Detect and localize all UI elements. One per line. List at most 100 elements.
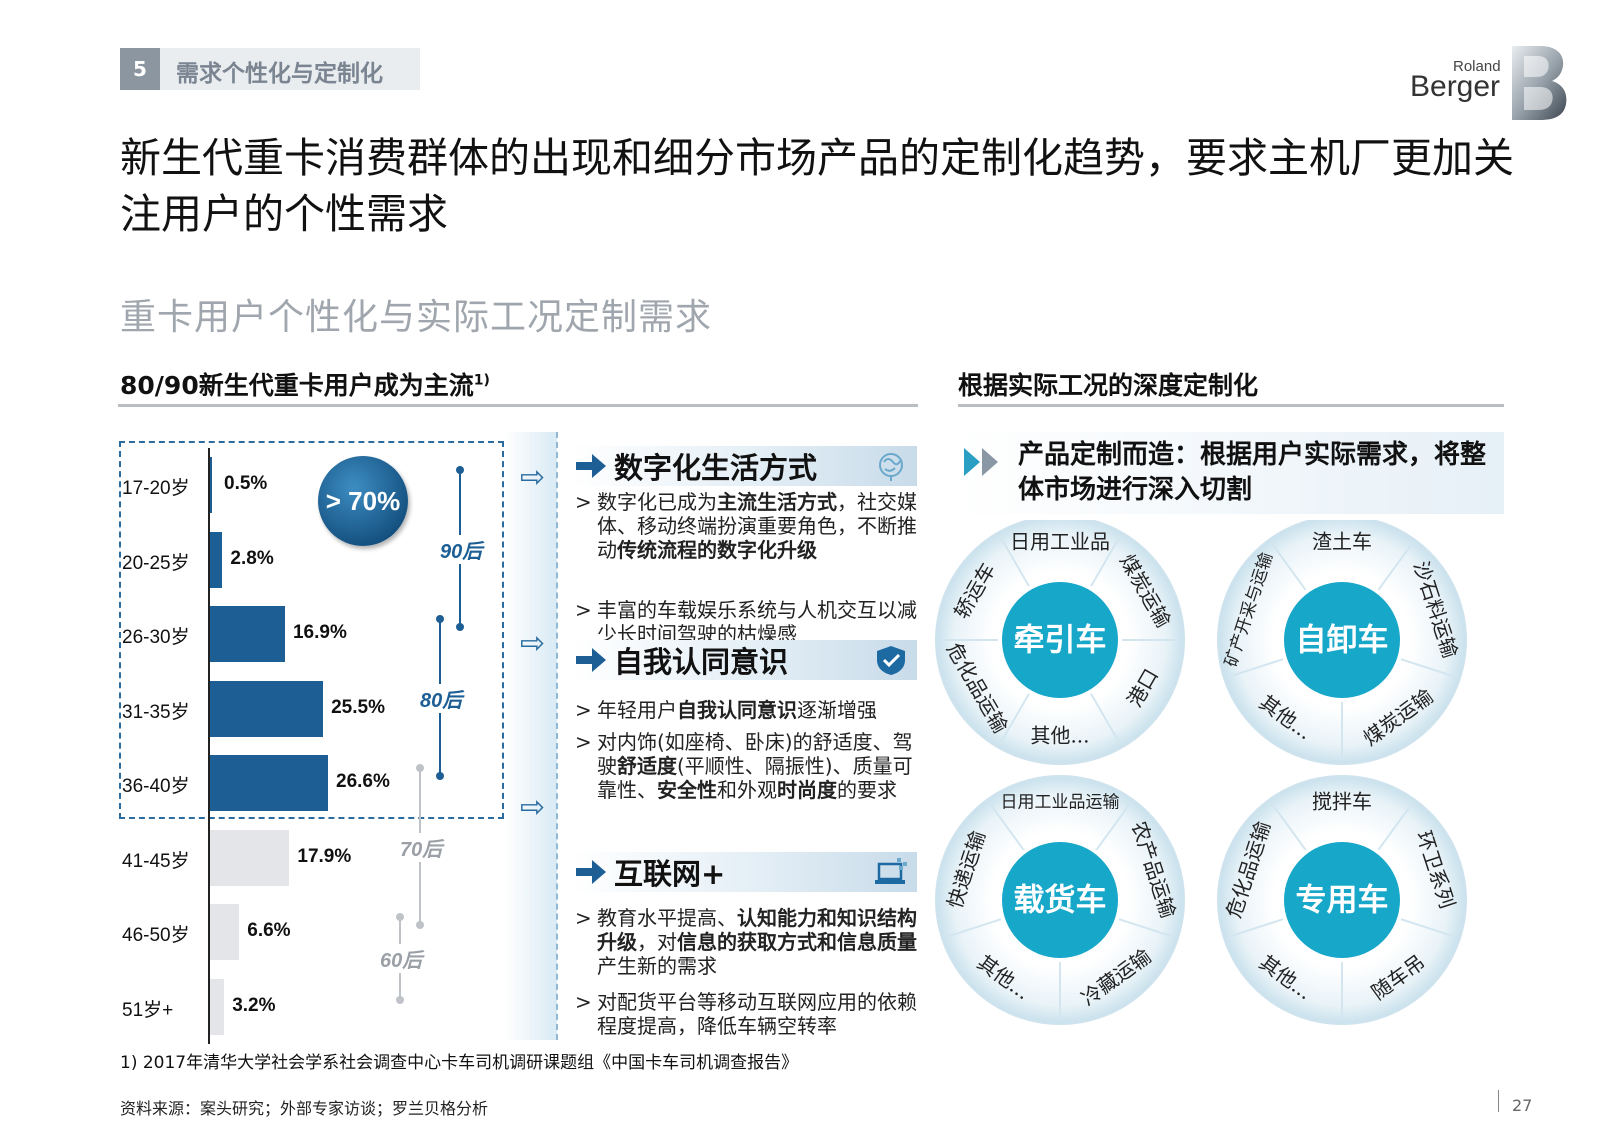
age-category-label: 26-30岁 xyxy=(122,627,190,649)
wheel-center-label: 载货车 xyxy=(1014,883,1107,919)
wheel-center-circle xyxy=(1284,582,1400,698)
bullet-fragment: 逐渐增强 xyxy=(797,698,877,722)
topic-bullet: > 年轻用户自我认同意识逐渐增强 xyxy=(575,698,920,722)
wheel-segment-label: 其他... xyxy=(1030,724,1089,748)
wheel-center-label: 专用车 xyxy=(1296,883,1389,919)
left-heading-rule xyxy=(118,404,918,407)
age-category-label: 20-25岁 xyxy=(122,552,190,574)
section-tag-bar xyxy=(160,48,420,90)
generation-bracket-dot xyxy=(456,623,464,631)
bullet-text: 教育水平提高、认知能力和知识结构升级，对信息的获取方式和信息质量产生新的需求 xyxy=(597,906,920,978)
generation-bracket-dot xyxy=(456,466,464,474)
topic-bullet: > 数字化已成为主流生活方式，社交媒体、移动终端扮演重要角色，不断推动传统流程的数… xyxy=(575,490,920,562)
bullet-fragment: ，社交媒体、移动终端扮演重要角色，不断推动 xyxy=(597,490,917,562)
wheel-segment-divider xyxy=(988,802,1025,851)
callout-connector-glow xyxy=(505,432,557,1040)
connector-arrow-icon: ⇨ xyxy=(520,460,546,495)
generation-label: 70后 xyxy=(398,832,445,862)
bar-value-label: 26.6% xyxy=(336,771,390,793)
generation-bracket-dot xyxy=(396,995,404,1004)
wheel-segment-divider xyxy=(1227,658,1284,679)
topic-title: 自我认同意识 xyxy=(614,645,789,679)
topic-bullet: > 对内饰(如座椅、卧床)的舒适度、驾驶舒适度(平顺性、隔振性)、质量可靠性、安全… xyxy=(575,730,920,802)
age-category-label: 51岁+ xyxy=(122,999,174,1021)
generation-label: 60后 xyxy=(378,944,425,974)
footnote-marker: 1) xyxy=(473,372,490,389)
age-bar xyxy=(210,680,324,737)
age-bar xyxy=(210,829,290,886)
topic-bullet: > 教育水平提高、认知能力和知识结构升级，对信息的获取方式和信息质量产生新的需求 xyxy=(575,906,920,978)
bullet-fragment: 产生新的需求 xyxy=(597,954,717,978)
bullet-fragment: 和外观 xyxy=(717,778,777,802)
bullet-fragment: 数字化已成为 xyxy=(597,490,717,514)
age-bar xyxy=(210,606,285,663)
source-note: 资料来源：案头研究；外部专家访谈；罗兰贝格分析 xyxy=(120,1099,489,1118)
wheel-segment-label: 日用工业品运输 xyxy=(1001,793,1120,813)
bullet-emphasis: 安全性 xyxy=(657,778,717,802)
generation-bracket-dot xyxy=(416,764,424,772)
bullet-emphasis: 时尚度 xyxy=(777,778,837,802)
page-separator xyxy=(1498,1090,1499,1112)
wheel-segment-label: 日用工业品 xyxy=(1010,530,1110,554)
age-bar xyxy=(210,904,240,961)
generation-bracket-dot xyxy=(436,615,444,623)
topic-title: 数字化生活方式 xyxy=(614,451,818,485)
bullet-emphasis: 主流生活方式 xyxy=(717,490,837,514)
generation-bracket-dot xyxy=(396,913,404,921)
arrow-right-icon xyxy=(576,860,606,884)
wheel-segment-divider xyxy=(1090,535,1121,587)
page-subtitle: 重卡用户个性化与实际工况定制需求 xyxy=(120,297,713,338)
wheel-center-label: 自卸车 xyxy=(1296,623,1389,659)
wheel-segment-divider xyxy=(1400,918,1457,939)
bullet-text: 数字化已成为主流生活方式，社交媒体、移动终端扮演重要角色，不断推动传统流程的数字… xyxy=(597,490,920,562)
arrow-right-icon xyxy=(576,454,606,478)
share-callout-circle: > 70% xyxy=(318,456,408,546)
bullet-text: 年轻用户自我认同意识逐渐增强 xyxy=(597,698,920,722)
wheel-segment-divider xyxy=(1095,802,1132,851)
left-heading-text: 80/90新生代重卡用户成为主流 xyxy=(120,371,474,400)
wheel-segment-divider xyxy=(1270,542,1307,591)
left-column-heading: 80/90新生代重卡用户成为主流1) xyxy=(120,366,490,402)
bar-value-label: 3.2% xyxy=(232,994,276,1016)
wheel-center-circle xyxy=(1002,842,1118,958)
right-heading-rule xyxy=(958,404,1504,407)
wheel-center-label: 牵引车 xyxy=(1014,623,1107,659)
intro-text: 产品定制而造：根据用户实际需求，将整体市场进行深入切割 xyxy=(1018,440,1487,505)
bullet-emphasis: 传统流程的数字化升级 xyxy=(617,538,817,562)
connector-arrow-icon: ⇨ xyxy=(520,790,546,825)
age-bar xyxy=(210,755,328,812)
wheel-segment-divider xyxy=(1090,693,1121,745)
laptop-network-icon xyxy=(875,858,907,884)
wheel-segment-divider xyxy=(1377,802,1414,851)
topic-header: 自我认同意识 xyxy=(572,640,917,680)
wheel-segment-divider xyxy=(999,693,1030,745)
bar-value-label: 25.5% xyxy=(331,696,385,718)
bullet-fragment: 对配货平台等移动互联网应用的依赖程度提高，降低车辆空转率 xyxy=(597,990,917,1038)
age-category-label: 36-40岁 xyxy=(122,776,190,798)
wheel-center-circle xyxy=(1284,842,1400,958)
bullet-text: 对配货平台等移动互联网应用的依赖程度提高，降低车辆空转率 xyxy=(597,990,920,1038)
age-bar xyxy=(210,978,225,1035)
generation-label: 90后 xyxy=(438,534,485,564)
age-bar xyxy=(210,531,223,588)
topic-header: 互联网+ xyxy=(572,852,917,892)
bullet-fragment: (平顺性、隔振性)、质量可靠性、 xyxy=(597,754,913,802)
wheel-segment-divider xyxy=(1377,542,1414,591)
bullet-marker: > xyxy=(575,598,592,622)
bullet-fragment: 的要求 xyxy=(837,778,897,802)
bullet-emphasis: 自我认同意识 xyxy=(677,698,797,722)
page-number: 27 xyxy=(1512,1096,1533,1115)
logo-berger-text: Berger xyxy=(1410,70,1501,103)
generation-bracket-dot xyxy=(416,921,424,929)
roland-berger-b-logo-icon xyxy=(1512,46,1567,120)
wheel-segment-divider xyxy=(999,535,1030,587)
generation-label: 80后 xyxy=(418,683,465,713)
generation-bracket-dot xyxy=(436,772,444,780)
bullet-fragment: 对内饰(如座椅、卧床)的舒适度、驾驶 xyxy=(597,730,913,778)
page-title: 新生代重卡消费群体的出现和细分市场产品的定制化趋势，要求主机厂更加关注用户的个性… xyxy=(120,134,1514,238)
age-bar xyxy=(210,457,213,514)
bar-value-label: 17.9% xyxy=(297,845,352,867)
topic-title: 互联网+ xyxy=(614,857,726,891)
